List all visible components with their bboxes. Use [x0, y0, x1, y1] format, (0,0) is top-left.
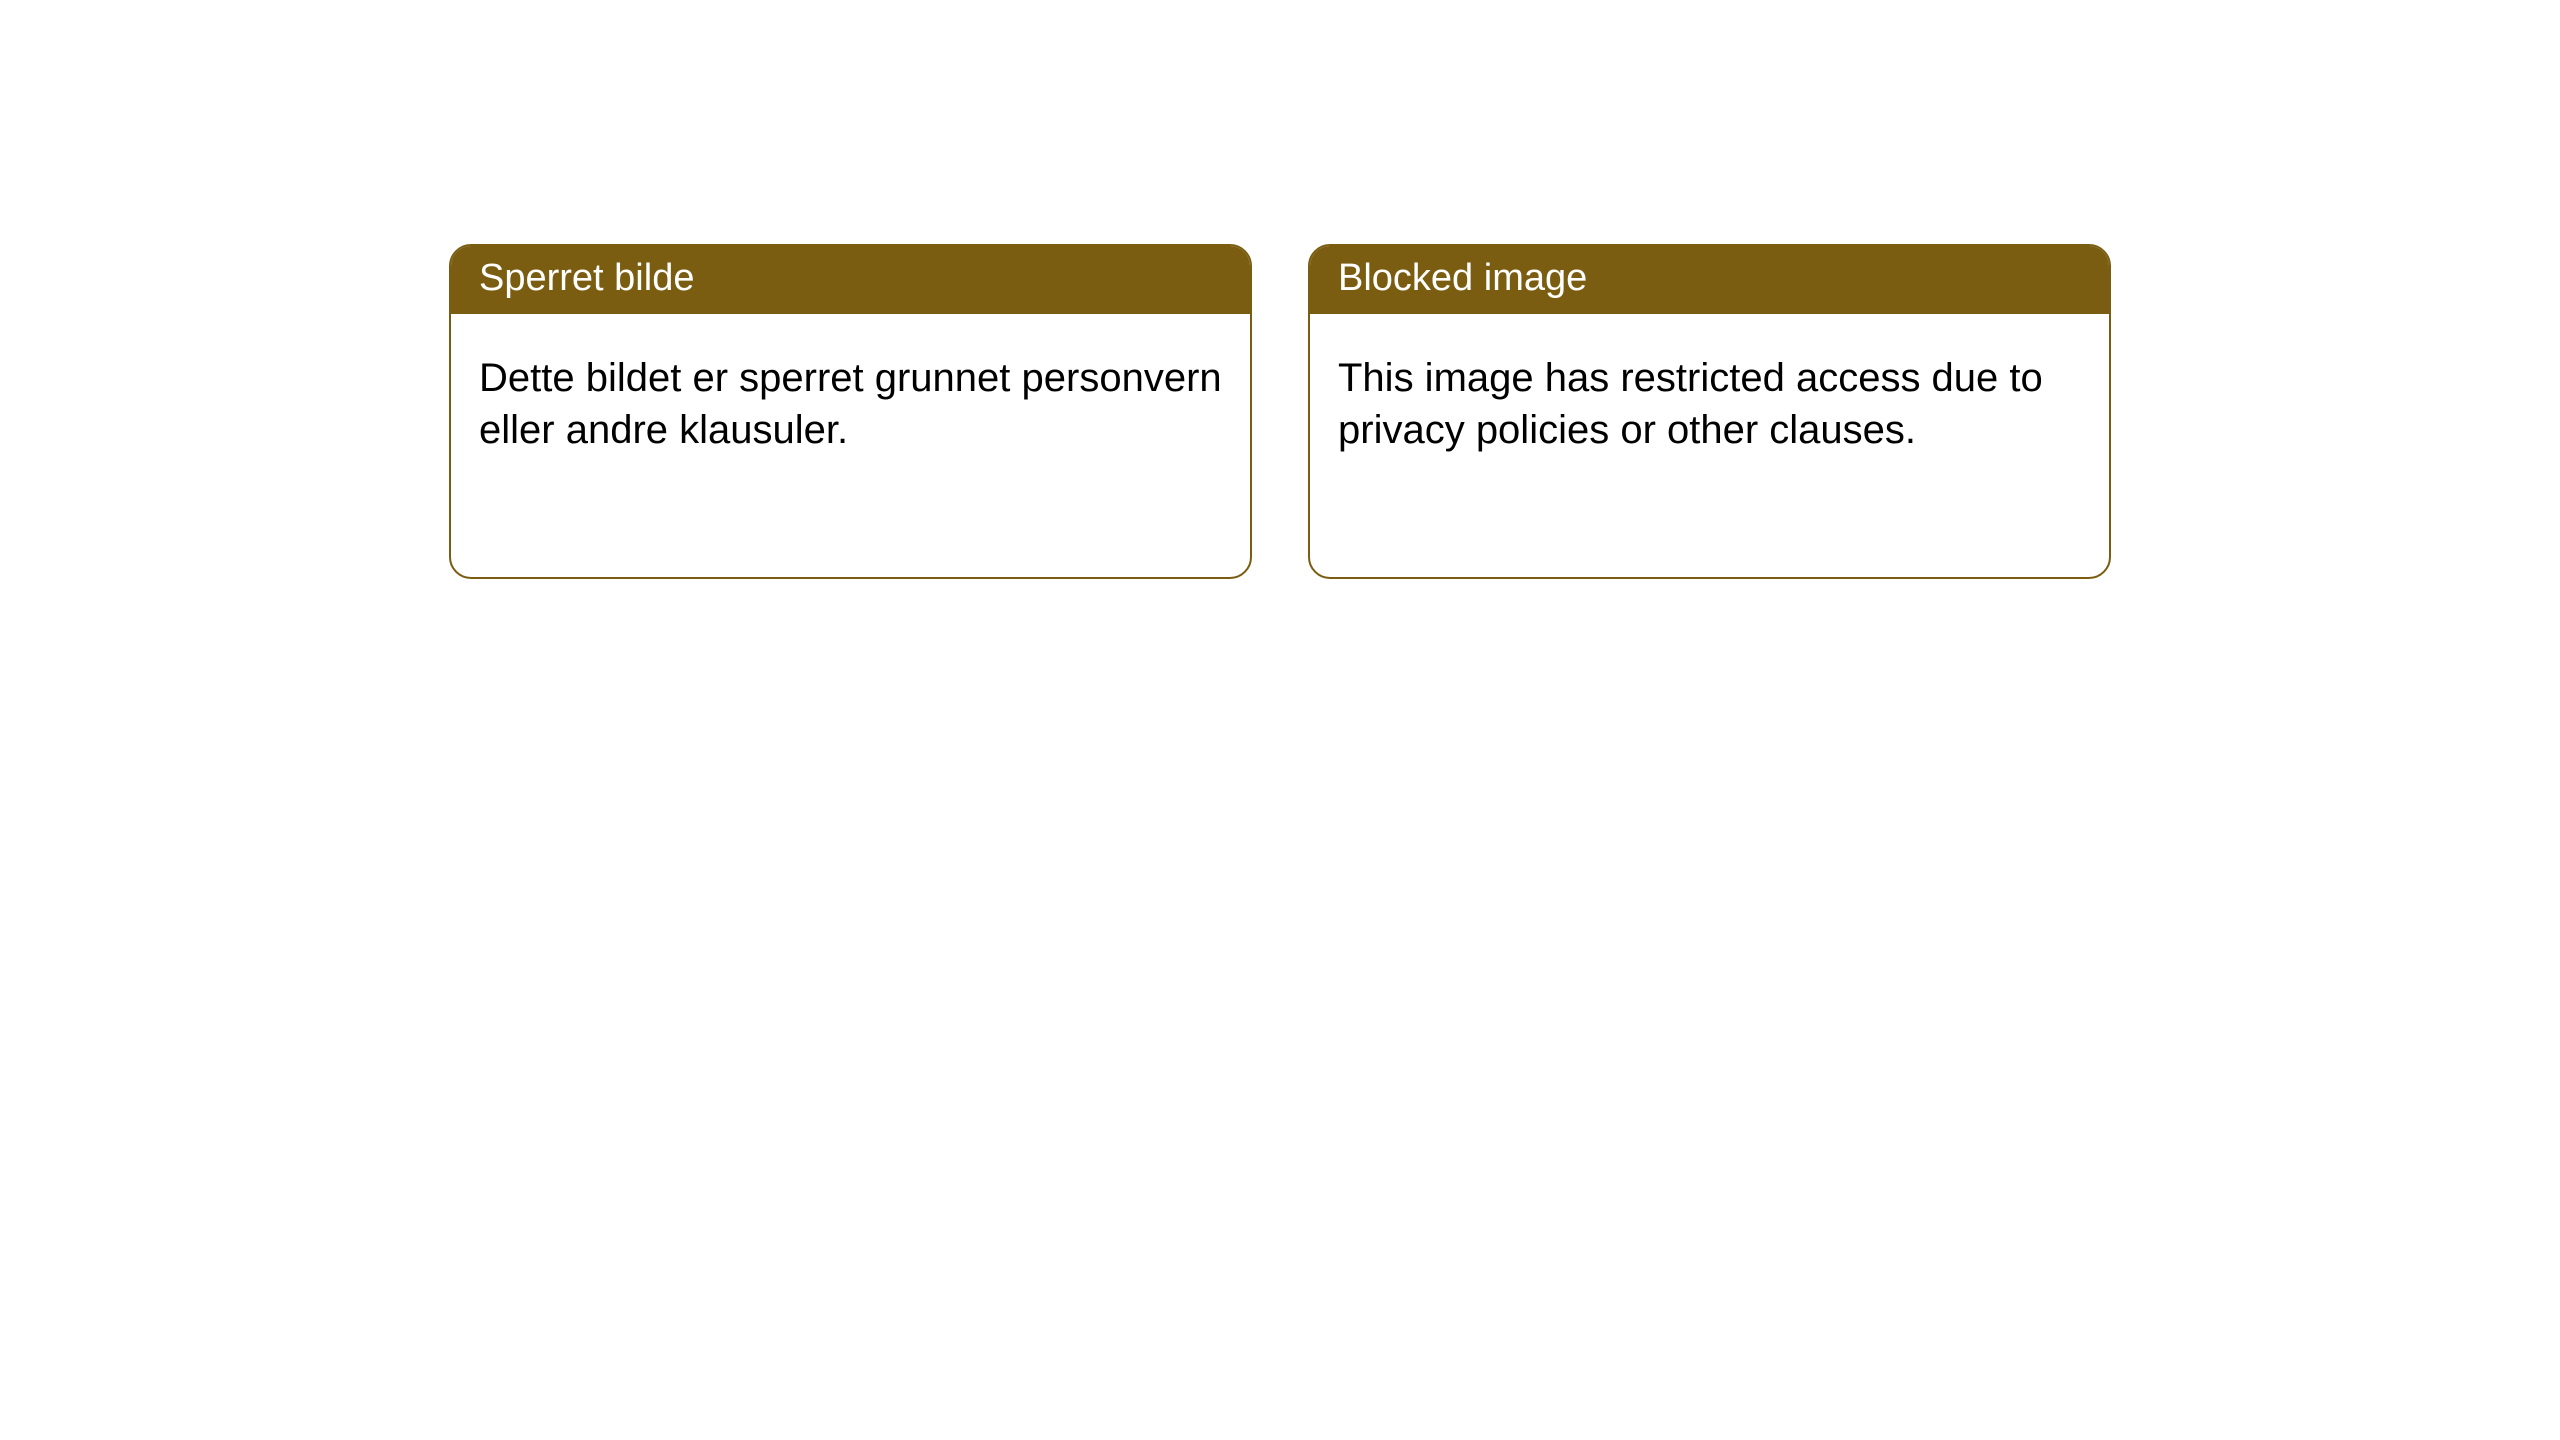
card-body-no: Dette bildet er sperret grunnet personve…: [451, 314, 1250, 484]
notice-container: Sperret bilde Dette bildet er sperret gr…: [0, 0, 2560, 579]
blocked-image-card-no: Sperret bilde Dette bildet er sperret gr…: [449, 244, 1252, 579]
card-header-en: Blocked image: [1310, 246, 2109, 314]
card-header-no: Sperret bilde: [451, 246, 1250, 314]
card-body-en: This image has restricted access due to …: [1310, 314, 2109, 484]
blocked-image-card-en: Blocked image This image has restricted …: [1308, 244, 2111, 579]
